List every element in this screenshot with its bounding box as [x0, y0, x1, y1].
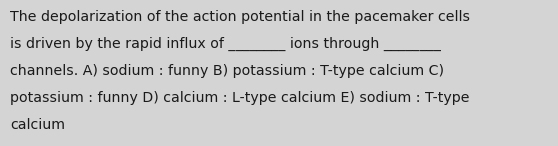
Text: is driven by the rapid influx of ________ ions through ________: is driven by the rapid influx of _______… [10, 37, 441, 51]
Text: channels. A) sodium : funny B) potassium : T-type calcium C): channels. A) sodium : funny B) potassium… [10, 64, 444, 78]
Text: The depolarization of the action potential in the pacemaker cells: The depolarization of the action potenti… [10, 10, 470, 24]
Text: calcium: calcium [10, 118, 65, 132]
Text: potassium : funny D) calcium : L-type calcium E) sodium : T-type: potassium : funny D) calcium : L-type ca… [10, 91, 469, 105]
